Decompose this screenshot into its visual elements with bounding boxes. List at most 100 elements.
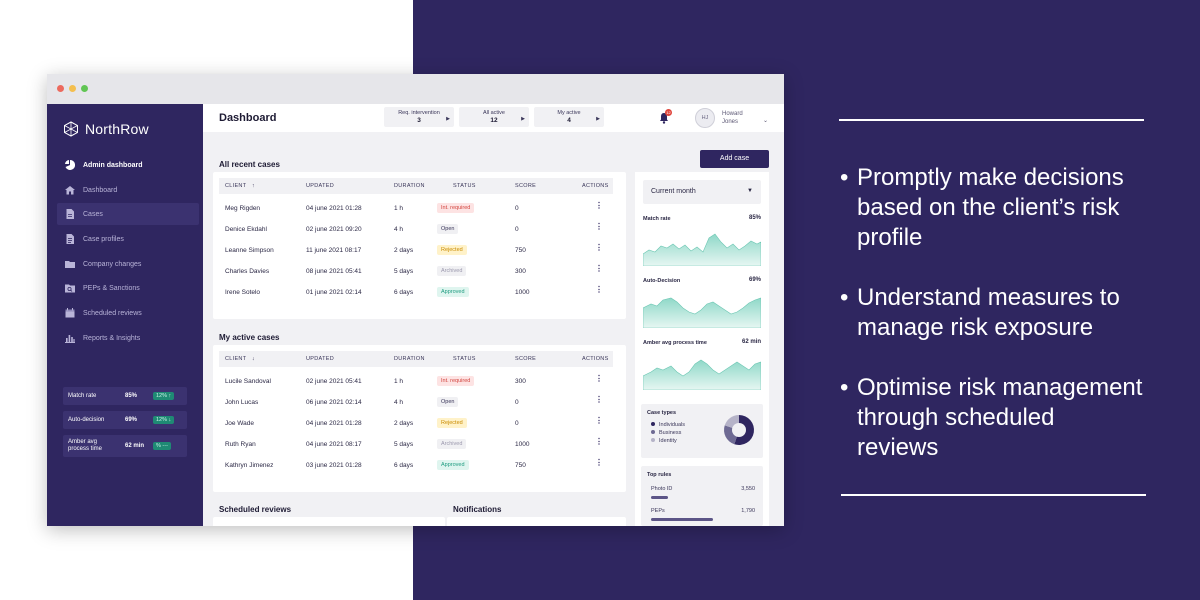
sort-asc-icon: ↑ — [251, 183, 255, 189]
table-row[interactable]: Meg Rigden 04 june 2021 01:28 1 h Int. requ… — [219, 198, 613, 219]
metric-value-match-rate: 85% — [748, 215, 761, 221]
cell-updated: 02 june 2021 09:20 — [306, 226, 362, 233]
rule-bar-photo-id — [651, 496, 668, 499]
sidebar-item-company-changes[interactable]: Company changes — [57, 253, 199, 275]
more-actions-icon[interactable]: ⋮ — [595, 264, 603, 273]
column-header-updated[interactable]: UPDATED — [306, 183, 334, 189]
cell-duration: 6 days — [394, 462, 414, 469]
more-actions-icon[interactable]: ⋮ — [595, 416, 603, 425]
rule-name-peps: PEPs — [651, 508, 665, 514]
column-header-status[interactable]: STATUS — [453, 356, 476, 362]
column-header-actions: ACTIONS — [582, 356, 609, 362]
more-actions-icon[interactable]: ⋮ — [595, 243, 603, 252]
table-row[interactable]: Charles Davies 08 june 2021 05:41 5 days Ar… — [219, 261, 613, 282]
table-row[interactable]: Joe Wade 04 june 2021 01:28 2 days Rejected… — [219, 413, 613, 434]
sidebar-item-label: Company changes — [83, 260, 142, 268]
stat-change-badge: 12% ↑ — [153, 392, 175, 400]
stat-change-value: 12% — [156, 393, 168, 399]
filter-all-active[interactable]: All active 12 ▶ — [459, 107, 529, 127]
column-header-duration[interactable]: DURATION — [394, 183, 425, 189]
minimize-window-button[interactable] — [69, 85, 76, 92]
column-header-score[interactable]: SCORE — [515, 356, 537, 362]
top-rules-card: Top rules Photo ID 3,550 PEPs 1,790 — [641, 466, 763, 526]
filter-my-active[interactable]: My active 4 ▶ — [534, 107, 604, 127]
filter-label: Req. intervention — [398, 110, 440, 116]
sidebar-item-peps-sanctions[interactable]: PEPs & Sanctions — [57, 277, 199, 299]
more-actions-icon[interactable]: ⋮ — [595, 458, 603, 467]
cell-updated: 01 june 2021 02:14 — [306, 289, 362, 296]
brand-logo[interactable]: NorthRow — [63, 120, 149, 138]
bottom-divider — [841, 494, 1146, 496]
cell-client: Meg Rigden — [225, 205, 261, 212]
sidebar-item-case-profiles[interactable]: Case profiles — [57, 228, 199, 250]
maximize-window-button[interactable] — [81, 85, 88, 92]
more-actions-icon[interactable]: ⋮ — [595, 374, 603, 383]
avatar[interactable]: HJ — [695, 108, 715, 128]
status-badge: Approved — [437, 287, 469, 297]
table-row[interactable]: Lucile Sandoval 02 june 2021 05:41 1 h Int.… — [219, 371, 613, 392]
close-window-button[interactable] — [57, 85, 64, 92]
calendar-icon — [65, 308, 75, 318]
column-header-client[interactable]: CLIENT ↓ — [225, 356, 255, 362]
sidebar-item-label: Dashboard — [83, 186, 118, 194]
more-actions-icon[interactable]: ⋮ — [595, 222, 603, 231]
bullet-line: reviews — [857, 434, 939, 461]
table-row[interactable]: Denice Ekdahl 02 june 2021 09:20 4 h Open 0 ⋮ — [219, 219, 613, 240]
add-case-button[interactable]: Add case — [700, 150, 769, 168]
bullet-line: through scheduled — [857, 404, 1055, 431]
cell-updated: 02 june 2021 05:41 — [306, 378, 362, 385]
column-header-updated[interactable]: UPDATED — [306, 356, 334, 362]
chevron-right-icon: ▶ — [446, 116, 450, 122]
cell-score: 0 — [515, 420, 519, 427]
sidebar-item-dashboard[interactable]: Dashboard — [57, 179, 199, 201]
recent-cases-table: CLIENT ↑ UPDATED DURATION STATUS SCORE A… — [213, 172, 626, 319]
status-badge: Open — [437, 224, 459, 234]
stat-change-value: % — [156, 443, 161, 449]
column-header-status[interactable]: STATUS — [453, 183, 476, 189]
table-row[interactable]: John Lucas 06 june 2021 02:14 4 h Open 0 ⋮ — [219, 392, 613, 413]
user-first-name: Howard — [722, 111, 743, 117]
cell-score: 750 — [515, 247, 526, 254]
case-types-title: Case types — [647, 410, 677, 416]
more-actions-icon[interactable]: ⋮ — [595, 201, 603, 210]
stat-change-badge: % --- — [153, 442, 171, 450]
cell-client: Charles Davies — [225, 268, 270, 275]
column-header-client[interactable]: CLIENT ↑ — [225, 183, 255, 189]
cell-client: Joe Wade — [225, 420, 255, 427]
period-select[interactable]: Current month ▼ — [643, 180, 761, 204]
caret-down-icon: ▼ — [747, 188, 753, 194]
profile-document-icon — [66, 234, 74, 244]
sidebar-item-cases[interactable]: Cases — [57, 203, 199, 225]
bullet-point-decisions: • Promptly make decisions based on the c… — [840, 163, 1180, 253]
sidebar-item-reports-insights[interactable]: Reports & Insights — [57, 327, 199, 349]
cell-duration: 1 h — [394, 205, 404, 212]
more-actions-icon[interactable]: ⋮ — [595, 437, 603, 446]
cell-score: 0 — [515, 226, 519, 233]
rule-name-photo-id: Photo ID — [651, 486, 673, 492]
column-header-actions: ACTIONS — [582, 183, 609, 189]
sidebar-item-scheduled-reviews[interactable]: Scheduled reviews — [57, 302, 199, 324]
cell-client: Irene Sotelo — [225, 289, 261, 296]
sidebar-stat-auto-decision: Auto-decision 69% 12% ↓ — [63, 411, 187, 429]
table-row[interactable]: Leanne Simpson 11 june 2021 08:17 2 days Re… — [219, 240, 613, 261]
table-row[interactable]: Irene Sotelo 01 june 2021 02:14 6 days Appr… — [219, 282, 613, 303]
column-header-score[interactable]: SCORE — [515, 183, 537, 189]
sidebar-item-admin-dashboard[interactable]: Admin dashboard — [57, 154, 199, 176]
table-row[interactable]: Ruth Ryan 04 june 2021 08:17 5 days Archive… — [219, 434, 613, 455]
column-header-duration[interactable]: DURATION — [394, 356, 425, 362]
more-actions-icon[interactable]: ⋮ — [595, 395, 603, 404]
top-rules-title: Top rules — [647, 472, 672, 478]
filter-req-intervention[interactable]: Req. intervention 3 ▶ — [384, 107, 454, 127]
table-row[interactable]: Kathryn Jimenez 03 june 2021 01:28 6 days A… — [219, 455, 613, 476]
filter-label: My active — [557, 110, 581, 116]
arrow-up-icon: ↑ — [168, 393, 172, 399]
filter-count: 12 — [490, 117, 498, 124]
more-actions-icon[interactable]: ⋮ — [595, 285, 603, 294]
cell-duration: 1 h — [394, 378, 404, 385]
legend-item-individuals: Individuals — [651, 422, 685, 428]
bullet-dot: • — [840, 284, 849, 311]
user-name[interactable]: Howard Jones — [722, 110, 762, 126]
cell-duration: 4 h — [394, 399, 404, 406]
chevron-down-icon[interactable]: ⌄ — [763, 118, 769, 124]
sidebar-item-label: Reports & Insights — [83, 334, 141, 342]
